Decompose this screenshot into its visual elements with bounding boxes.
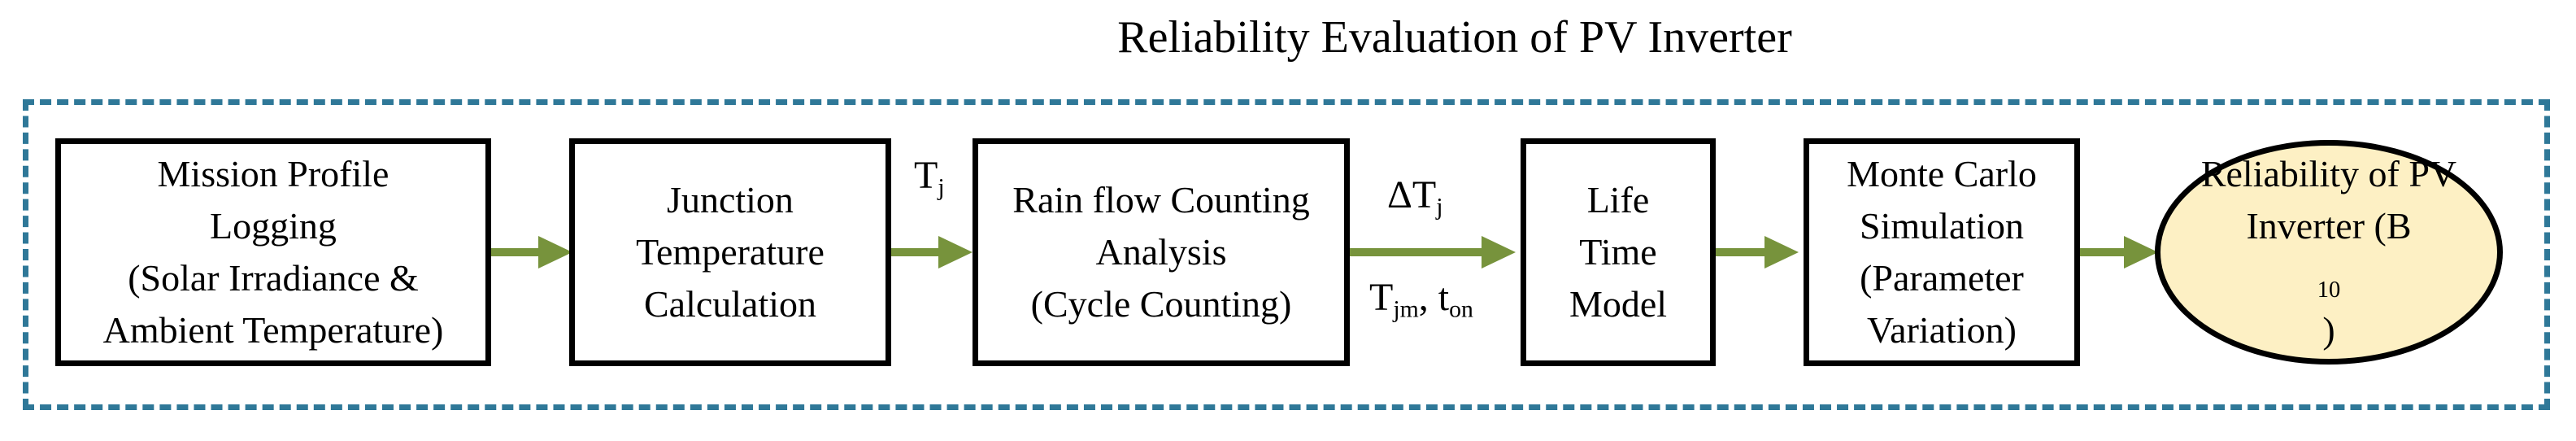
lifetime-line-2: Time <box>1579 231 1657 273</box>
lifetime-line-1: Life <box>1586 179 1650 220</box>
junction-temperature-block: Junction Temperature Calculation <box>569 138 891 366</box>
delta-tj-label: ΔTj <box>1387 173 1443 220</box>
monte-carlo-block: Monte Carlo Simulation (Parameter Variat… <box>1804 138 2080 366</box>
mission-profile-line-4: Ambient Temperature) <box>102 309 444 351</box>
arrow-3-shaft <box>1350 248 1483 256</box>
rainflow-line-2: Analysis <box>1095 231 1227 273</box>
monte-carlo-line-1: Monte Carlo <box>1847 153 2037 194</box>
arrow-4-head <box>1764 236 1799 269</box>
mission-profile-block: Mission Profile Logging (Solar Irradianc… <box>55 138 491 366</box>
mission-profile-line-3: (Solar Irradiance & <box>128 257 419 299</box>
lifetime-line-3: Model <box>1569 283 1668 325</box>
arrow-3-head <box>1482 236 1516 269</box>
arrow-5-head <box>2124 236 2158 269</box>
arrow-1-shaft <box>491 248 540 256</box>
rainflow-counting-block: Rain flow Counting Analysis (Cycle Count… <box>973 138 1350 366</box>
junction-temperature-line-1: Junction <box>667 179 794 220</box>
arrow-5-shaft <box>2080 248 2126 256</box>
arrow-1-head <box>538 236 572 269</box>
monte-carlo-line-2: Simulation <box>1860 205 2024 247</box>
mission-profile-line-2: Logging <box>210 205 337 247</box>
reliability-line-2: Inverter (B 10) <box>2246 205 2412 351</box>
arrow-2-head <box>938 236 973 269</box>
arrow-2-shaft <box>891 248 940 256</box>
monte-carlo-line-4: Variation) <box>1867 309 2017 351</box>
mission-profile-line-1: Mission Profile <box>157 153 389 194</box>
reliability-line-1: Reliability of PV <box>2200 153 2457 194</box>
tjm-ton-label: Tjm, ton <box>1369 276 1473 323</box>
junction-temperature-line-3: Calculation <box>643 283 817 325</box>
lifetime-model-block: Life Time Model <box>1521 138 1716 366</box>
junction-temperature-line-2: Temperature <box>636 231 825 273</box>
dashed-boundary <box>23 99 2550 410</box>
monte-carlo-line-3: (Parameter <box>1860 257 2024 299</box>
rainflow-line-1: Rain flow Counting <box>1012 179 1310 220</box>
arrow-4-shaft <box>1716 248 1766 256</box>
reliability-output-ellipse: Reliability of PV Inverter (B 10) <box>2155 140 2503 365</box>
diagram-title: Reliability Evaluation of PV Inverter <box>1117 12 1792 63</box>
rainflow-line-3: (Cycle Counting) <box>1030 283 1292 325</box>
tj-label: Tj <box>914 154 945 201</box>
